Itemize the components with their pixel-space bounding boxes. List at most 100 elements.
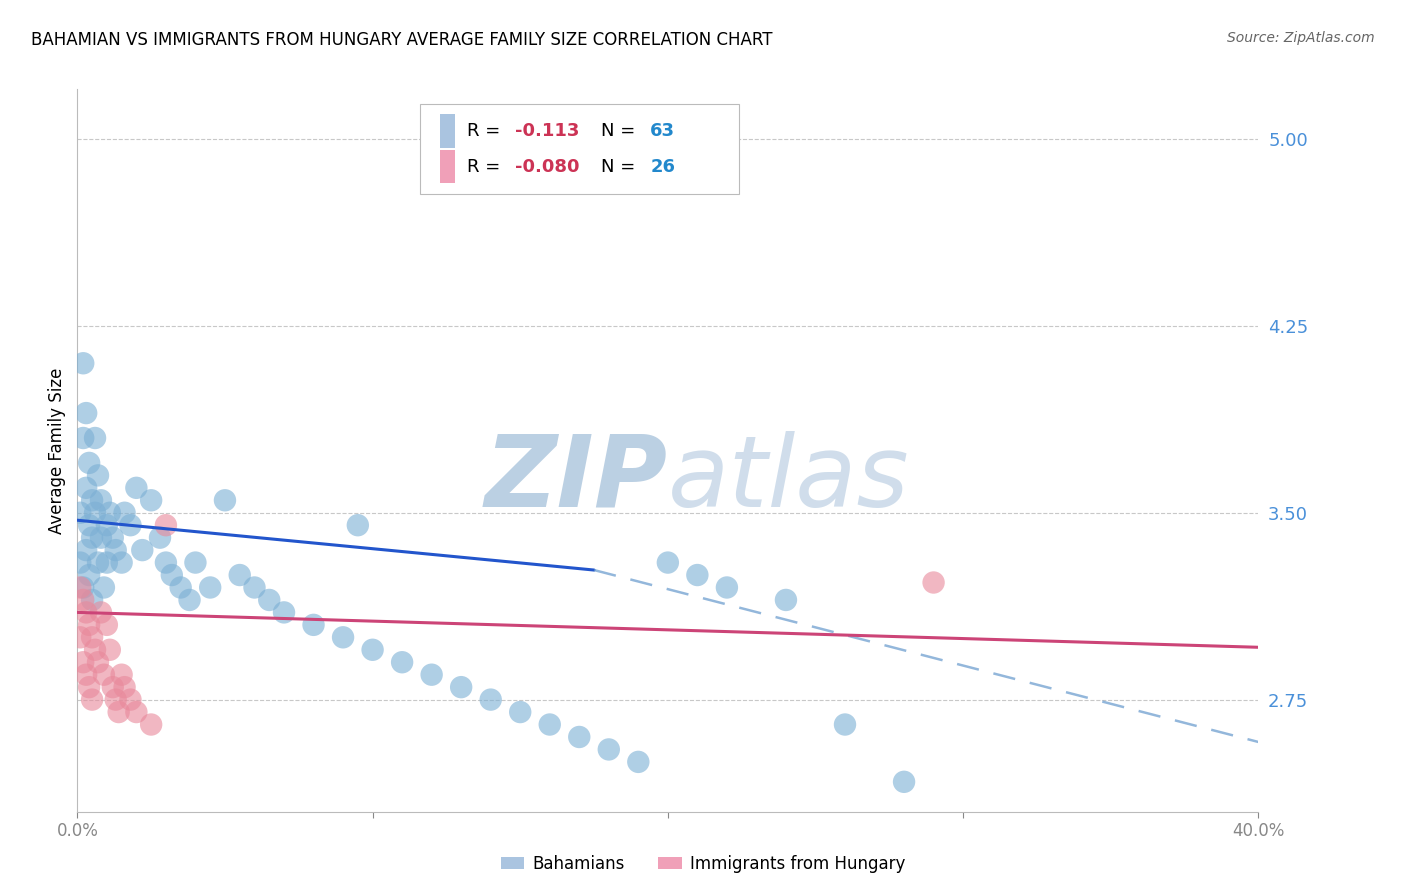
Text: 63: 63 bbox=[650, 122, 675, 140]
Point bbox=[716, 581, 738, 595]
Point bbox=[72, 581, 94, 595]
Point bbox=[568, 730, 591, 744]
Point bbox=[90, 493, 112, 508]
Point bbox=[72, 431, 94, 445]
Point bbox=[75, 606, 97, 620]
Point bbox=[104, 692, 127, 706]
Point bbox=[259, 593, 281, 607]
Point bbox=[155, 518, 177, 533]
Point bbox=[84, 431, 107, 445]
Point bbox=[420, 667, 443, 681]
Point bbox=[657, 556, 679, 570]
Text: atlas: atlas bbox=[668, 431, 910, 528]
Point bbox=[160, 568, 183, 582]
Point bbox=[69, 506, 91, 520]
Point bbox=[82, 493, 104, 508]
Text: ZIP: ZIP bbox=[485, 431, 668, 528]
Point bbox=[479, 692, 502, 706]
Point bbox=[131, 543, 153, 558]
Point bbox=[69, 630, 91, 644]
Point bbox=[332, 630, 354, 644]
Point bbox=[834, 717, 856, 731]
Point bbox=[141, 717, 163, 731]
Point bbox=[72, 593, 94, 607]
Point bbox=[243, 581, 266, 595]
FancyBboxPatch shape bbox=[440, 114, 456, 148]
Point bbox=[75, 406, 97, 420]
Point bbox=[125, 705, 148, 719]
Point bbox=[775, 593, 797, 607]
Point bbox=[509, 705, 531, 719]
Y-axis label: Average Family Size: Average Family Size bbox=[48, 368, 66, 533]
Point bbox=[149, 531, 172, 545]
Point bbox=[75, 667, 97, 681]
Point bbox=[346, 518, 368, 533]
Point bbox=[84, 642, 107, 657]
Text: -0.080: -0.080 bbox=[516, 158, 581, 176]
Point bbox=[98, 642, 121, 657]
Point bbox=[170, 581, 193, 595]
Point bbox=[77, 518, 100, 533]
Point bbox=[114, 680, 136, 694]
Point bbox=[77, 456, 100, 470]
Point bbox=[101, 680, 124, 694]
Point bbox=[77, 680, 100, 694]
Point bbox=[77, 618, 100, 632]
Point bbox=[72, 356, 94, 370]
Point bbox=[538, 717, 561, 731]
Point bbox=[155, 556, 177, 570]
Point bbox=[598, 742, 620, 756]
FancyBboxPatch shape bbox=[440, 150, 456, 183]
Point bbox=[111, 556, 132, 570]
Point bbox=[686, 568, 709, 582]
Point bbox=[214, 493, 236, 508]
Point bbox=[114, 506, 136, 520]
Point bbox=[361, 642, 384, 657]
Point bbox=[922, 575, 945, 590]
Text: Source: ZipAtlas.com: Source: ZipAtlas.com bbox=[1227, 31, 1375, 45]
Point bbox=[96, 618, 118, 632]
Point bbox=[87, 655, 110, 669]
Text: N =: N = bbox=[600, 158, 641, 176]
Point bbox=[893, 774, 915, 789]
Point bbox=[90, 606, 112, 620]
Text: R =: R = bbox=[467, 122, 506, 140]
Point bbox=[87, 556, 110, 570]
Point bbox=[104, 543, 127, 558]
Point bbox=[82, 531, 104, 545]
Point bbox=[111, 667, 132, 681]
Text: 26: 26 bbox=[650, 158, 675, 176]
Legend: Bahamians, Immigrants from Hungary: Bahamians, Immigrants from Hungary bbox=[494, 848, 912, 880]
Point bbox=[93, 581, 115, 595]
Point bbox=[75, 481, 97, 495]
Point bbox=[627, 755, 650, 769]
Point bbox=[200, 581, 222, 595]
Point bbox=[75, 543, 97, 558]
Point bbox=[98, 506, 121, 520]
Point bbox=[141, 493, 163, 508]
Point bbox=[93, 667, 115, 681]
Point bbox=[120, 518, 142, 533]
Point bbox=[273, 606, 295, 620]
Point bbox=[96, 518, 118, 533]
Point bbox=[120, 692, 142, 706]
Point bbox=[82, 692, 104, 706]
Point bbox=[72, 655, 94, 669]
Point bbox=[450, 680, 472, 694]
Point bbox=[179, 593, 201, 607]
Point bbox=[101, 531, 124, 545]
Point bbox=[69, 581, 91, 595]
Point bbox=[302, 618, 325, 632]
Text: R =: R = bbox=[467, 158, 506, 176]
Point bbox=[96, 556, 118, 570]
Point bbox=[184, 556, 207, 570]
Point bbox=[84, 506, 107, 520]
Text: -0.113: -0.113 bbox=[516, 122, 579, 140]
Point bbox=[391, 655, 413, 669]
Text: N =: N = bbox=[600, 122, 641, 140]
FancyBboxPatch shape bbox=[420, 103, 738, 194]
Text: BAHAMIAN VS IMMIGRANTS FROM HUNGARY AVERAGE FAMILY SIZE CORRELATION CHART: BAHAMIAN VS IMMIGRANTS FROM HUNGARY AVER… bbox=[31, 31, 772, 49]
Point bbox=[228, 568, 252, 582]
Point bbox=[82, 593, 104, 607]
Point bbox=[82, 630, 104, 644]
